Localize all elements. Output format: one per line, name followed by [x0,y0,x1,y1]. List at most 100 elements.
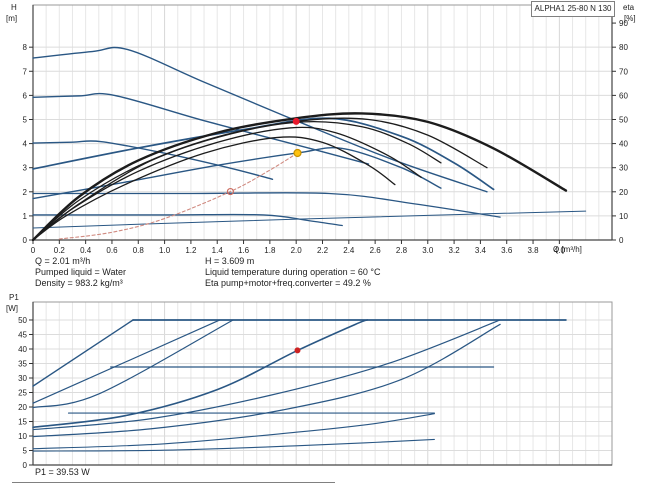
tick-label: 25 [18,388,27,397]
info-head: H = 3.609 m [205,256,255,266]
q-axis-unit: Q [m³/h] [553,245,582,254]
tick-label: 2.0 [291,246,303,255]
tick-label: 50 [18,316,27,325]
marker-head-duty-point [293,148,302,158]
info-eta-total: Eta pump+motor+freq.converter = 49.2 % [205,278,371,288]
info-pumped-liquid: Pumped liquid = Water [35,267,126,277]
tick-label: 3.0 [422,246,434,255]
series-power-rise-a [32,319,221,404]
tick-label: 10 [18,432,27,441]
tick-label: 0.2 [54,246,66,255]
p1-result: P1 = 39.53 W [35,467,90,477]
series-power-low-f [32,438,435,452]
tick-label: 80 [619,43,628,52]
tick-label: 20 [18,403,27,412]
series-fixed-speed-1 [32,140,274,180]
tick-label: 5 [23,446,28,455]
footer-separator [12,482,335,483]
tick-label: 0 [31,246,36,255]
pump-name: ALPHA1 25-80 N 130 [534,4,612,13]
tick-label: 2 [23,188,28,197]
h-axis-unit: [m] [6,14,18,23]
tick-label: 4.0 [554,246,566,255]
series-min-curve [32,210,587,229]
eta-axis-unit: [%] [624,14,636,23]
h-axis-label: H [11,3,17,12]
series-fixed-speed-2 [32,92,370,165]
series-eta-total [31,112,568,242]
tick-label: 7 [23,67,28,76]
p1-axis-label: P1 [9,293,19,302]
tick-label: 3.2 [449,246,461,255]
tick-label: 15 [18,417,27,426]
tick-label: 0 [23,236,28,245]
tick-label: 5 [23,115,28,124]
series-eta-5 [32,136,396,241]
tick-label: 50 [619,115,628,124]
series-power-duty-curve [32,319,369,429]
series-system-curve [58,152,299,240]
series-eta-2 [32,117,488,241]
tick-label: 45 [18,330,27,339]
tick-label: 1.0 [159,246,171,255]
tick-label: 3.4 [475,246,487,255]
axis-ticks: 0 5 10 15 20 25 30 35 40 45 50 [18,316,33,470]
tick-label: 1.2 [185,246,197,255]
tick-label: 70 [619,67,628,76]
tick-label: 60 [619,91,628,100]
tick-label: 2.8 [396,246,408,255]
tick-label: 0.4 [80,246,92,255]
marker-eta-duty-point [292,117,300,125]
pump-name-box: ALPHA1 25-80 N 130 [531,1,615,17]
tick-label: 40 [18,345,27,354]
chart-power: 0 5 10 15 20 25 30 35 40 45 50 [18,301,613,470]
tick-label: 0.6 [106,246,118,255]
tick-label: 3.6 [501,246,513,255]
tick-label: 40 [619,140,628,149]
tick-label: 20 [619,188,628,197]
tick-label: 10 [619,212,628,221]
tick-label: 1 [23,212,28,221]
info-flow: Q = 2.01 m³/h [35,256,91,266]
tick-label: 30 [18,374,27,383]
tick-label: 1.4 [212,246,224,255]
marker-system-curve-point [226,187,234,196]
info-liquid-temp: Liquid temperature during operation = 60… [205,267,381,277]
tick-label: 1.6 [238,246,250,255]
tick-label: 4 [23,140,28,149]
eta-axis-label: eta [623,3,635,12]
tick-label: 2.6 [370,246,382,255]
series-fixed-speed-3 [32,46,488,193]
tick-label: 0 [619,236,624,245]
tick-label: 8 [23,43,28,52]
tick-label: 2.4 [343,246,355,255]
series-power-rise-c [32,319,501,431]
series-power-rise-d [32,323,501,438]
tick-label: 2.2 [317,246,329,255]
tick-label: 1.8 [264,246,276,255]
tick-label: 0 [23,461,28,470]
tick-label: 3.8 [527,246,539,255]
series-eta-4 [32,126,422,241]
series-power-rise-b [32,319,234,409]
info-density: Density = 983.2 kg/m³ [35,278,123,288]
series-eta-3 [32,120,442,241]
series-power-low-e [32,413,435,450]
tick-label: 0.8 [133,246,145,255]
tick-label: 35 [18,359,27,368]
series-const-pressure-1 [32,213,343,227]
series-const-pressure-2 [32,192,501,218]
series-prop-pressure-2 [32,117,495,191]
series-power-speed-3 [32,319,134,387]
tick-label: 6 [23,91,28,100]
tick-label: 90 [619,19,628,28]
gridlines [33,5,612,240]
p1-axis-unit: [W] [6,304,18,313]
marker-power-duty-point [294,347,301,354]
series-prop-pressure-1 [32,146,442,200]
tick-label: 30 [619,164,628,173]
